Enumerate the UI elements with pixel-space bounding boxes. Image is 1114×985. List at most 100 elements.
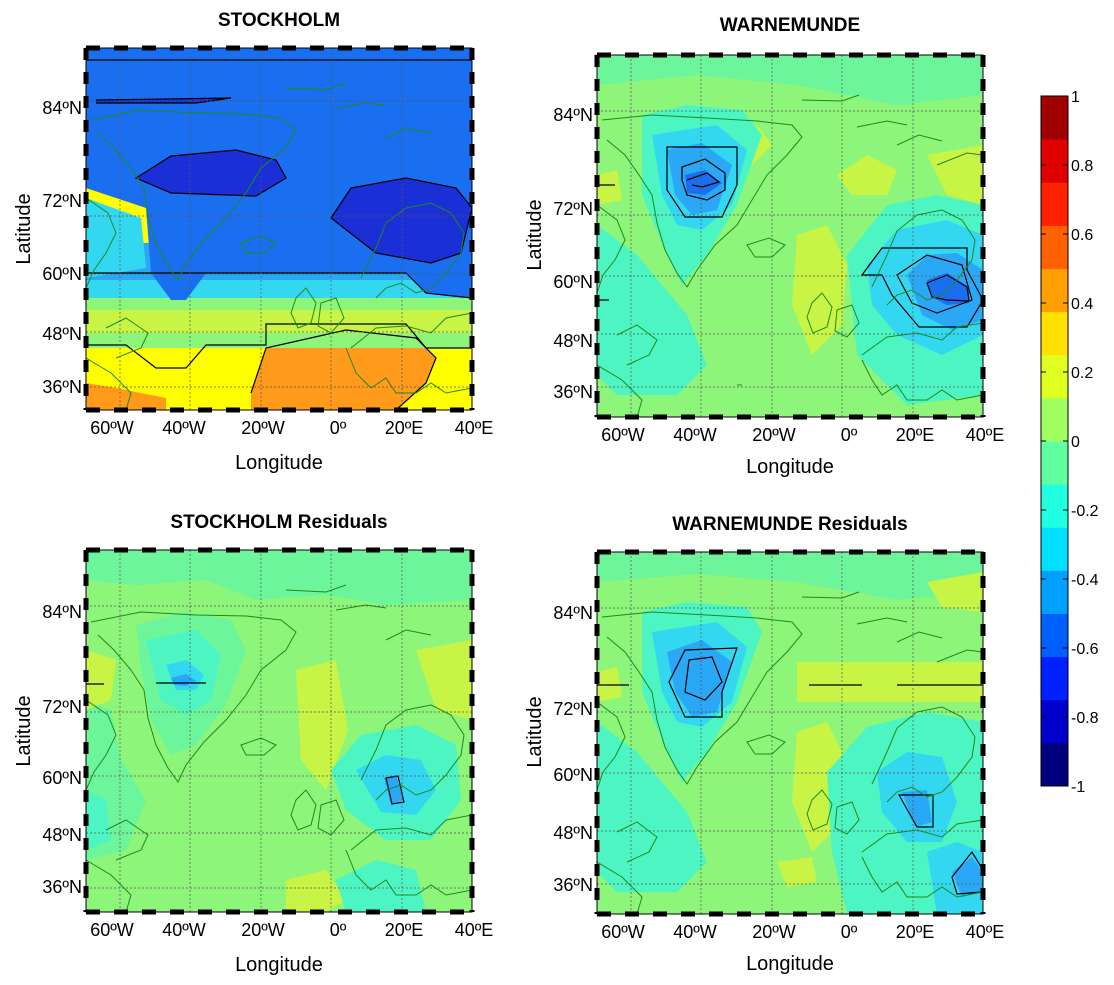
x-tick-label: 20ºE (385, 920, 424, 940)
panel-title: WARNEMUNDE (720, 15, 860, 36)
field-yellowgreen-e (416, 640, 472, 720)
field-yellowgreen-b (837, 155, 897, 195)
x-tick-label: 20ºW (752, 425, 796, 445)
contour-lines (86, 682, 405, 805)
colorbar-tick-label: 0.8 (1071, 158, 1093, 175)
x-tick-label: 40ºE (966, 425, 1005, 445)
x-tick-label: 20ºW (241, 920, 285, 940)
grid-lines (86, 48, 472, 410)
contour-lines (597, 647, 983, 895)
colorbar-swatch (1041, 397, 1068, 442)
contour-lines (86, 59, 472, 410)
y-tick-label: 48ºN (42, 825, 82, 845)
colorbar-tick-label: -0.6 (1071, 641, 1099, 658)
y-tick-labels: 84ºN 72ºN 60ºN 48ºN 36ºN (42, 98, 82, 397)
contour-lines (597, 146, 983, 328)
field-yellowgreen-c (927, 145, 983, 205)
field-zero-north (597, 55, 983, 105)
x-tick-label: 60ºW (90, 418, 134, 438)
y-tick-label: 84ºN (553, 603, 593, 623)
y-tick-label: 48ºN (553, 823, 593, 843)
panel-title: WARNEMUNDE Residuals (672, 514, 907, 535)
y-tick-label: 84ºN (42, 602, 82, 622)
colorbar-swatch (1041, 699, 1068, 744)
x-axis-label: Longitude (746, 456, 834, 478)
x-tick-label: 40ºW (673, 425, 717, 445)
field-yellowgreen-w (86, 650, 116, 710)
y-tick-label: 36ºN (42, 877, 82, 897)
colorbar-tick-label: -1 (1071, 779, 1085, 796)
colorbar-tick-label: 0 (1071, 434, 1080, 451)
colorbar-swatch (1041, 225, 1068, 270)
field-yellowgreen-a (792, 225, 847, 355)
y-axis-label: Latitude (13, 695, 35, 766)
x-tick-label: 40ºE (455, 920, 494, 940)
field-yellowgreen-e (777, 857, 817, 887)
x-tick-label: 0º (330, 920, 347, 940)
y-tick-label: 60ºN (553, 765, 593, 785)
field-cyan-green-sw (597, 225, 707, 395)
x-tick-label: 20ºW (752, 922, 796, 942)
panel-stockholm: STOCKHOLM (13, 10, 493, 474)
colorbar-swatch (1041, 139, 1068, 183)
x-tick-label: 60ºW (90, 920, 134, 940)
colorbar-swatch (1041, 441, 1068, 485)
x-tick-label: 0º (841, 425, 858, 445)
y-tick-label: 60ºN (42, 768, 82, 788)
colorbar-tick-label: 0.4 (1071, 296, 1093, 313)
colorbar-tick-label: 0.2 (1071, 365, 1093, 382)
colorbar-tick-label: -0.8 (1071, 710, 1099, 727)
y-axis-label: Latitude (524, 199, 546, 270)
coastlines (597, 94, 983, 417)
x-tick-label: 40ºW (162, 920, 206, 940)
y-tick-label: 36ºN (553, 875, 593, 895)
field-lightblue-scand (902, 790, 932, 827)
x-tick-label: 20ºE (385, 418, 424, 438)
colorbar-tick-label: 0.6 (1071, 227, 1093, 244)
field-yellowgreen-c (296, 660, 348, 790)
y-axis-label: Latitude (524, 696, 546, 767)
panel-stockholm-residuals: STOCKHOLM Residuals (13, 512, 493, 976)
field-yellowgreen-band (86, 310, 472, 333)
colorbar: 1 0.8 0.6 0.4 0.2 0 -0.2 -0.4 -0.6 -0.8 -1 (1040, 89, 1099, 796)
x-tick-label: 20ºE (896, 922, 935, 942)
panel-warnemunde-residuals: WARNEMUNDE Residuals (524, 514, 1004, 975)
y-tick-label: 60ºN (553, 272, 593, 292)
field-lightblue-green (667, 640, 732, 717)
field-orange-europe (251, 330, 436, 410)
colorbar-swatch (1041, 742, 1068, 787)
x-tick-label: 0º (841, 922, 858, 942)
x-axis-label: Longitude (235, 452, 323, 474)
x-tick-label: 60ºW (601, 425, 645, 445)
coastlines (86, 82, 472, 410)
field-yellowgreen-s (286, 870, 346, 912)
x-tick-label: 40ºE (966, 922, 1005, 942)
y-axis-label: Latitude (13, 193, 35, 264)
x-tick-labels: 60ºW 40ºW 20ºW 0º 20ºE 40ºE (90, 418, 493, 438)
panel-warnemunde: WARNEMUNDE (524, 15, 1004, 478)
field-yellowgreen-b (927, 572, 983, 612)
frame-ticks (594, 52, 986, 420)
colorbar-ticks: 1 0.8 0.6 0.4 0.2 0 -0.2 -0.4 -0.6 -0.8 -1 (1041, 89, 1099, 796)
field-cyan-green-s (336, 860, 426, 912)
x-tick-label: 20ºW (241, 418, 285, 438)
x-tick-label: 60ºW (601, 922, 645, 942)
y-tick-label: 72ºN (42, 697, 82, 717)
colorbar-swatch (1041, 182, 1068, 226)
field-dark-a (96, 98, 231, 103)
field-top-strip (86, 48, 472, 60)
colorbar-tick-label: -0.4 (1071, 572, 1099, 589)
frame-ticks (83, 547, 475, 915)
grid-lines (86, 550, 472, 912)
colorbar-swatches (1041, 96, 1068, 787)
field-cyan-green-sw (597, 722, 707, 892)
field-blue-green (685, 170, 722, 195)
x-tick-label: 40ºW (162, 418, 206, 438)
y-tick-label: 36ºN (553, 382, 593, 402)
field-yellowgreen-d (597, 170, 622, 205)
colorbar-tick-label: -0.2 (1071, 503, 1099, 520)
field-yellowgreen-c (797, 662, 983, 702)
field-orange-south (86, 383, 166, 410)
colorbar-swatch (1041, 96, 1068, 140)
x-axis-label: Longitude (235, 954, 323, 976)
